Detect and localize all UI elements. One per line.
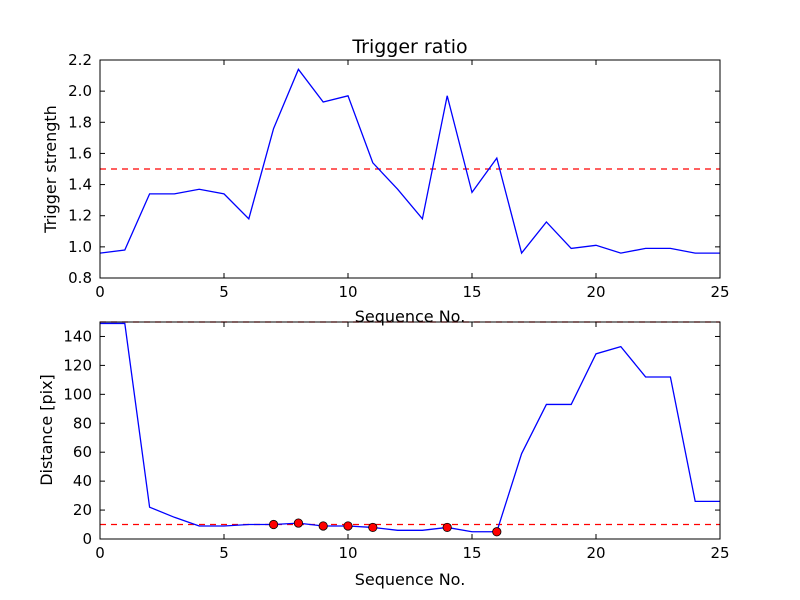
distance-frame <box>99 321 721 540</box>
distance-marker-point-4 <box>368 522 378 533</box>
distance-y-tick-label-5: 100 <box>63 385 92 403</box>
trigger-ratio-y-tick-label-5: 1.8 <box>68 113 92 131</box>
trigger-ratio-x-tick-label-2: 10 <box>338 283 357 301</box>
distance-ticks: 0 5 10 15 20 25 0 20 40 60 80 100 120 140 <box>63 322 730 562</box>
trigger-ratio-marks <box>99 68 720 255</box>
trigger-ratio-frame <box>99 59 721 279</box>
trigger-ratio-panel: 0 5 10 15 20 25 0.8 1.0 1.2 1.4 1.6 1.8 2.0 2.2 Trigg… <box>41 36 730 326</box>
distance-y-tick-label-6: 120 <box>63 356 92 374</box>
distance-marker-point-5 <box>442 522 452 533</box>
trigger-ratio-x-tick-label-4: 20 <box>586 283 605 301</box>
trigger-ratio-x-axis-label: Sequence No. <box>355 307 466 326</box>
distance-x-tick-label-5: 25 <box>710 544 729 562</box>
trigger-ratio-x-tick-label-5: 25 <box>710 283 729 301</box>
distance-marker-point-3 <box>343 521 353 531</box>
trigger-ratio-y-tick-label-2: 1.2 <box>68 207 92 225</box>
distance-y-tick-label-3: 60 <box>73 443 92 461</box>
distance-x-axis-label: Sequence No. <box>355 570 466 589</box>
distance-x-tick-label-2: 10 <box>338 544 357 562</box>
trigger-ratio-y-tick-label-1: 1.0 <box>68 238 92 256</box>
trigger-ratio-y-tick-label-0: 0.8 <box>68 269 92 287</box>
trigger-ratio-series-line-0 <box>99 68 720 255</box>
trigger-ratio-y-tick-label-4: 1.6 <box>68 144 92 162</box>
distance-x-tick-label-4: 20 <box>586 544 605 562</box>
trigger-ratio-y-tick-label-7: 2.2 <box>68 51 92 69</box>
distance-y-axis-label: Distance [pix] <box>37 374 56 486</box>
trigger-ratio-y-tick-label-6: 2.0 <box>68 82 92 100</box>
trigger-ratio-x-tick-label-3: 15 <box>462 283 481 301</box>
distance-x-tick-label-0: 0 <box>95 544 105 562</box>
distance-y-tick-label-2: 40 <box>73 472 92 490</box>
distance-marker-point-6 <box>492 527 502 537</box>
distance-marker-point-2 <box>318 521 328 531</box>
distance-x-tick-label-1: 5 <box>219 544 229 562</box>
trigger-ratio-y-tick-label-3: 1.4 <box>68 176 92 194</box>
distance-y-tick-label-0: 0 <box>82 530 92 548</box>
trigger-ratio-y-axis-label: Trigger strength <box>41 105 60 234</box>
distance-series-line-0 <box>100 322 720 533</box>
trigger-ratio-x-tick-label-1: 5 <box>219 283 229 301</box>
distance-y-tick-label-1: 20 <box>73 501 92 519</box>
distance-y-tick-label-4: 80 <box>73 414 92 432</box>
distance-panel: 0 5 10 15 20 25 0 20 40 60 80 100 120 140 Sequence No… <box>37 321 730 589</box>
trigger-ratio-title: Trigger ratio <box>351 36 467 58</box>
distance-x-tick-label-3: 15 <box>462 544 481 562</box>
trigger-ratio-x-tick-label-0: 0 <box>95 283 105 301</box>
distance-y-tick-label-7: 140 <box>63 327 92 345</box>
distance-marker-point-1 <box>293 518 303 528</box>
distance-marker-point-0 <box>268 519 279 530</box>
